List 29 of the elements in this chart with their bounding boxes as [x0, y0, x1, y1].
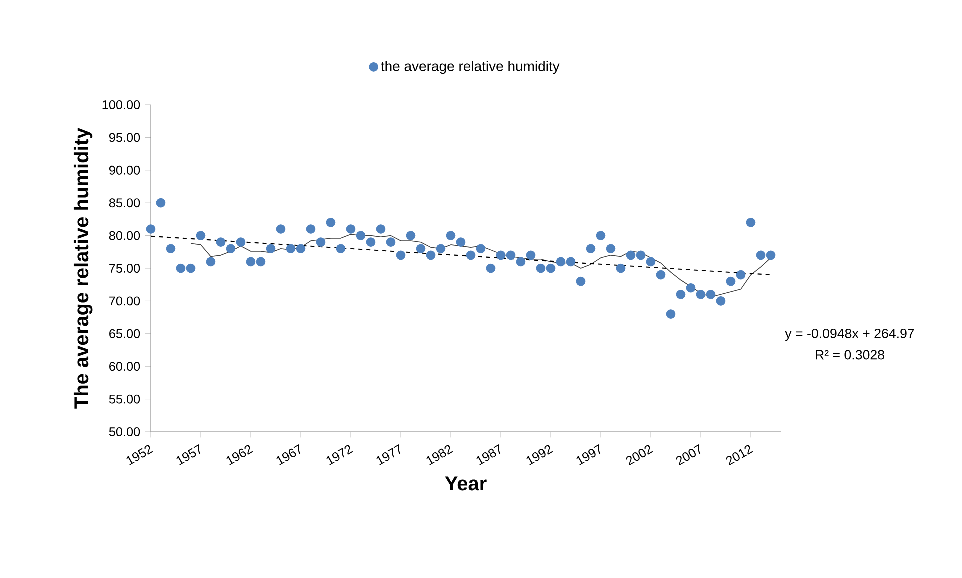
y-axis-title: The average relative humidity — [74, 128, 93, 409]
x-tick-label: 2007 — [676, 444, 701, 466]
x-tick-label: 2002 — [626, 445, 654, 466]
y-tick-label: 65.00 — [110, 329, 140, 338]
text: R² = 0.3028 — [816, 350, 884, 360]
x-tick-label: 1962 — [226, 445, 254, 466]
x-tick-label: 1987 — [476, 444, 501, 466]
legend-label: the average relative humidity — [381, 61, 560, 74]
x-tick-label: 1972 — [326, 445, 354, 466]
y-tick-label: 90.00 — [109, 166, 140, 175]
y-tick-label: 80.00 — [109, 231, 140, 240]
y-tick-label: 95.00 — [109, 133, 140, 142]
x-tick-label: 1952 — [126, 445, 154, 466]
x-tick-label: 1957 — [176, 444, 201, 466]
x-tick-label: 1992 — [526, 445, 554, 466]
y-tick-label: 100.00 — [102, 100, 140, 110]
x-tick-label: 1967 — [276, 444, 301, 466]
x-tick-label: 1982 — [426, 445, 454, 466]
y-tick-label: 55.00 — [109, 394, 140, 404]
x-tick-label: 1977 — [376, 444, 401, 466]
y-tick-label: 85.00 — [109, 198, 140, 208]
x-axis-title: Year — [445, 476, 487, 491]
y-tick-label: 60.00 — [110, 362, 140, 372]
y-tick-label: 70.00 — [110, 296, 140, 306]
y-tick-label: 75.00 — [110, 264, 140, 273]
y-tick-label: 50.00 — [109, 428, 140, 436]
text: y = -0.0948x + 264.97 — [785, 328, 914, 342]
x-tick-label: 1997 — [576, 444, 601, 466]
x-tick-label: 2012 — [726, 445, 754, 466]
